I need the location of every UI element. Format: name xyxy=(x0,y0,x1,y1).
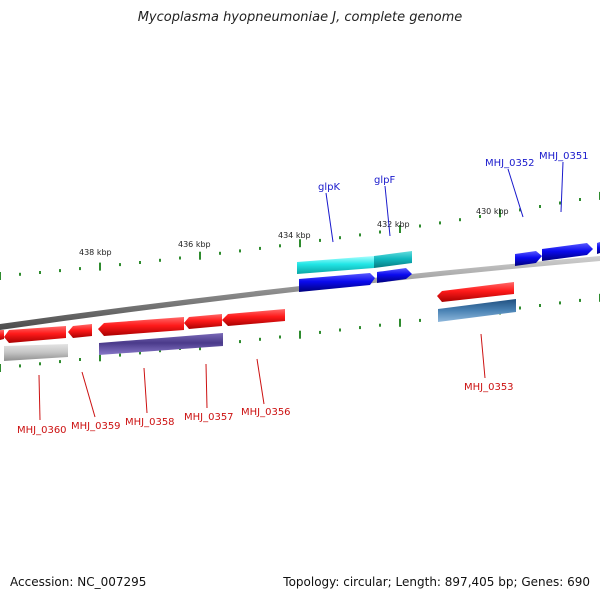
genome-backbone xyxy=(0,256,600,330)
minor-tick xyxy=(359,326,361,330)
gene-label-MHJ_0353: MHJ_0353 xyxy=(464,382,514,393)
minor-tick xyxy=(259,337,261,341)
gene-label-MHJ_0360: MHJ_0360 xyxy=(17,425,67,436)
gene-MHJ_0353-cds xyxy=(437,282,514,302)
gene-label-glpF: glpF xyxy=(374,175,395,186)
minor-tick xyxy=(179,256,181,260)
minor-tick xyxy=(139,261,141,264)
gene-MHJ_0360-cds xyxy=(4,326,66,343)
gene-MHJ_0352-cds xyxy=(515,251,542,266)
minor-tick xyxy=(59,269,61,273)
minor-tick xyxy=(119,353,121,357)
minor-tick xyxy=(559,301,561,305)
minor-tick xyxy=(359,233,361,237)
major-tick xyxy=(0,364,1,372)
minor-tick xyxy=(319,330,321,334)
major-tick xyxy=(299,239,301,248)
minor-tick xyxy=(559,201,561,205)
minor-tick xyxy=(539,205,541,208)
minor-tick xyxy=(159,349,161,353)
minor-tick xyxy=(79,267,81,271)
minor-tick xyxy=(519,306,521,310)
minor-tick xyxy=(539,304,541,307)
gene-glpK-feature xyxy=(297,256,374,274)
gene-MHJ_0358-cds xyxy=(98,317,184,336)
minor-tick xyxy=(39,271,41,274)
gene-edge-cds xyxy=(597,242,600,254)
genome-summary-text: Topology: circular; Length: 897,405 bp; … xyxy=(283,575,590,589)
minor-tick xyxy=(259,246,261,250)
major-tick xyxy=(499,209,501,218)
map-title: Mycoplasma hyopneumoniae J, complete gen… xyxy=(137,10,463,25)
minor-tick xyxy=(439,221,441,225)
minor-tick xyxy=(479,215,481,218)
minor-tick xyxy=(379,230,381,234)
minor-tick xyxy=(339,236,341,240)
gene-label-MHJ_0351: MHJ_0351 xyxy=(539,151,589,162)
gene-label-glpK: glpK xyxy=(318,182,340,193)
gene-MHJ_0358-feature xyxy=(99,333,223,355)
scale-label: 434 kbp xyxy=(278,231,311,240)
major-tick xyxy=(199,251,201,260)
major-tick xyxy=(299,330,301,339)
scale-label: 438 kbp xyxy=(79,248,112,257)
minor-tick xyxy=(579,298,581,302)
minor-tick xyxy=(39,362,41,366)
minor-tick xyxy=(419,318,421,322)
gene-MHJ_0356-cds xyxy=(222,309,285,326)
gene-glpF-cds xyxy=(377,268,412,283)
scale-label: 432 kbp xyxy=(377,220,410,229)
gene-edge-rev xyxy=(0,330,4,340)
minor-tick xyxy=(239,249,241,253)
minor-tick xyxy=(139,351,141,355)
minor-tick xyxy=(219,251,221,255)
gene-label-MHJ_0356: MHJ_0356 xyxy=(241,407,291,418)
gene-glpF-feature xyxy=(374,251,412,268)
gene-MHJ_0353-feature xyxy=(438,299,516,322)
minor-tick xyxy=(159,258,161,262)
minor-tick xyxy=(579,198,581,201)
major-tick xyxy=(399,225,401,233)
gene-MHJ_0359-cds xyxy=(68,324,92,338)
minor-tick xyxy=(239,340,241,344)
minor-tick xyxy=(19,272,21,276)
accession-text: Accession: NC_007295 xyxy=(10,575,147,589)
major-tick xyxy=(0,272,1,280)
gene-MHJ_0360-feature xyxy=(4,344,68,361)
gene-glpK-cds xyxy=(299,273,375,292)
minor-tick xyxy=(519,208,521,212)
major-tick xyxy=(99,353,101,362)
gene-label-MHJ_0357: MHJ_0357 xyxy=(184,412,234,423)
minor-tick xyxy=(279,335,281,339)
minor-tick xyxy=(59,360,61,364)
gene-label-MHJ_0358: MHJ_0358 xyxy=(125,417,175,428)
major-tick xyxy=(99,262,101,271)
major-tick xyxy=(399,318,401,327)
minor-tick xyxy=(379,323,381,327)
scale-label: 430 kbp xyxy=(476,207,509,216)
minor-tick xyxy=(279,244,281,248)
minor-tick xyxy=(339,328,341,332)
gene-MHJ_0357-cds xyxy=(184,314,222,329)
minor-tick xyxy=(419,224,421,228)
scale-ticks-outer xyxy=(0,191,600,280)
gene-label-MHJ_0359: MHJ_0359 xyxy=(71,421,121,432)
scale-label: 436 kbp xyxy=(178,240,211,249)
leader-lines xyxy=(38,161,564,421)
minor-tick xyxy=(79,358,81,361)
minor-tick xyxy=(119,263,121,267)
minor-tick xyxy=(19,364,21,368)
gene-label-MHJ_0352: MHJ_0352 xyxy=(485,158,535,169)
gene-MHJ_0351-cds xyxy=(542,243,593,261)
minor-tick xyxy=(319,238,321,242)
minor-tick xyxy=(459,218,461,222)
